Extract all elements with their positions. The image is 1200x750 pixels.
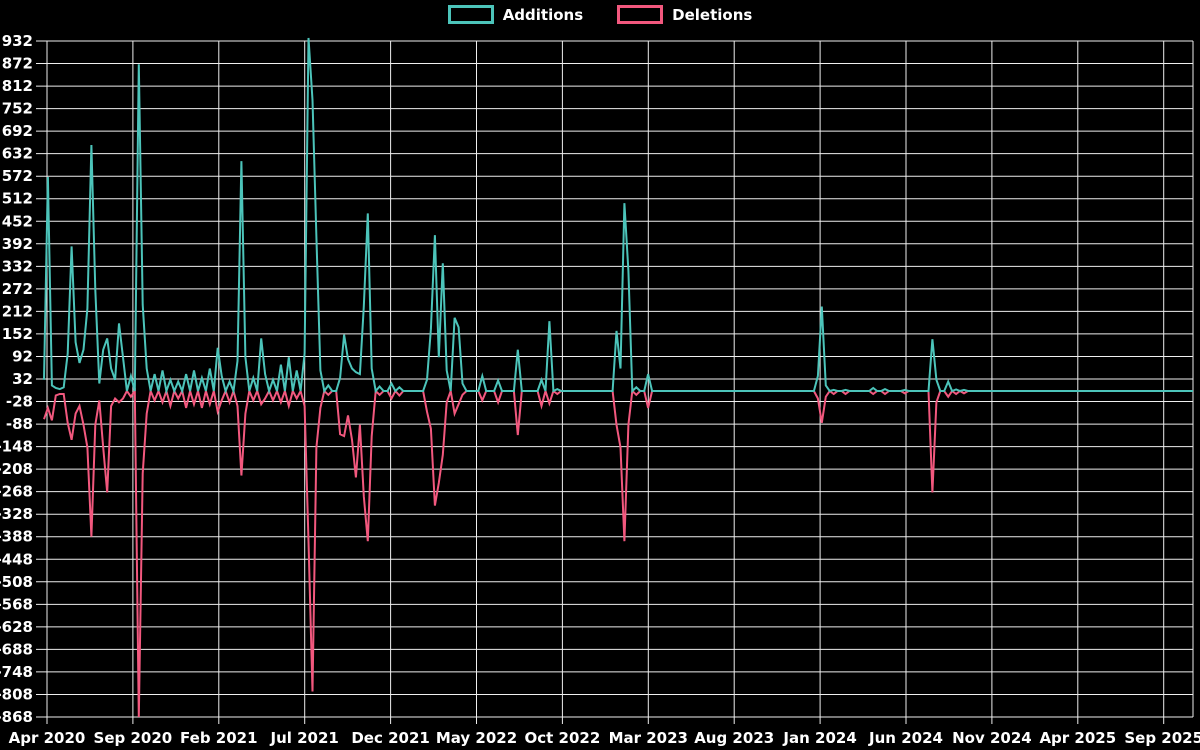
y-tick-label: -868 (0, 708, 33, 726)
legend-item-additions[interactable]: Additions (447, 5, 584, 24)
x-tick-label: Jun 2024 (868, 729, 943, 747)
grid-layer (36, 40, 1194, 718)
y-tick-label: 92 (12, 347, 33, 365)
y-tick-label: -628 (0, 618, 33, 636)
y-tick-label: -448 (0, 550, 33, 568)
x-tick-label: Jul 2021 (270, 729, 339, 747)
chart-legend: Additions Deletions (0, 5, 1200, 24)
y-tick-label: 152 (2, 325, 33, 343)
y-tick-label: 452 (2, 212, 33, 230)
y-tick-label: 212 (2, 302, 33, 320)
x-tick-label: May 2022 (436, 729, 517, 747)
y-tick-label: 272 (2, 280, 33, 298)
legend-item-deletions[interactable]: Deletions (617, 5, 752, 24)
y-tick-label: -388 (0, 528, 33, 546)
y-tick-label: -208 (0, 460, 33, 478)
y-tick-label: 32 (12, 370, 33, 388)
y-tick-label: 512 (2, 190, 33, 208)
x-tick-label: Apr 2025 (1039, 729, 1116, 747)
y-tick-label: 872 (2, 55, 33, 73)
y-tick-label: 812 (2, 77, 33, 95)
additions-line (43, 37, 1193, 395)
x-tick-label: Jan 2024 (782, 729, 856, 747)
axis-label-layer: 932 872 812 752 692 632 572 512 452 392 332 272 212 1… (0, 32, 1200, 747)
y-tick-label: -808 (0, 685, 33, 703)
axis-tick-layer (46, 717, 1165, 724)
x-tick-label: Dec 2021 (351, 729, 430, 747)
y-tick-label: -148 (0, 438, 33, 456)
y-tick-label: -688 (0, 640, 33, 658)
y-tick-label: 632 (2, 145, 33, 163)
y-tick-label: 692 (2, 122, 33, 140)
y-tick-label: -568 (0, 595, 33, 613)
y-tick-label: 332 (2, 257, 33, 275)
legend-label-additions: Additions (502, 5, 584, 24)
x-tick-label: Feb 2021 (180, 729, 258, 747)
x-tick-label: Sep 2020 (94, 729, 173, 747)
x-tick-label: Oct 2022 (525, 729, 601, 747)
y-tick-label: 932 (2, 32, 33, 50)
y-tick-label: -508 (0, 573, 33, 591)
deletions-line (43, 387, 1193, 718)
y-tick-label: -28 (6, 393, 33, 411)
y-tick-label: 392 (2, 235, 33, 253)
legend-label-deletions: Deletions (672, 5, 753, 24)
y-tick-label: -748 (0, 663, 33, 681)
x-tick-label: Sep 2025 (1124, 729, 1200, 747)
series-layer (43, 37, 1193, 718)
y-tick-label: -328 (0, 505, 33, 523)
y-tick-label: 572 (2, 167, 33, 185)
y-tick-label: -268 (0, 483, 33, 501)
y-tick-label: 752 (2, 100, 33, 118)
x-tick-label: Aug 2023 (694, 729, 774, 747)
x-tick-label: Apr 2020 (9, 729, 86, 747)
x-tick-label: Nov 2024 (952, 729, 1032, 747)
y-tick-label: -88 (6, 415, 33, 433)
additions-swatch-icon (447, 5, 494, 24)
deletions-swatch-icon (617, 5, 664, 24)
x-tick-label: Mar 2023 (609, 729, 688, 747)
